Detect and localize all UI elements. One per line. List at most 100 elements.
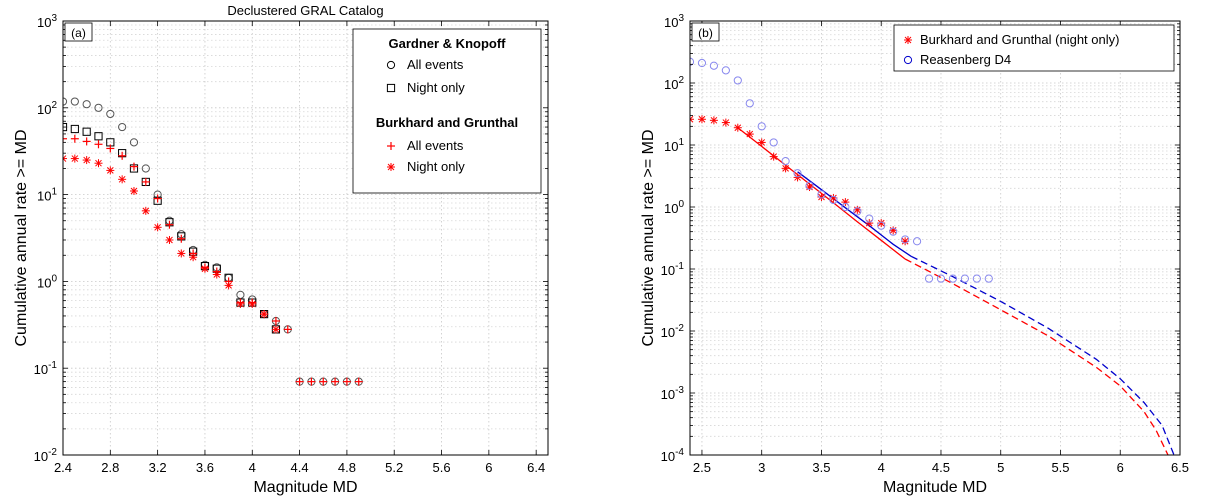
series-0-point — [129, 138, 139, 147]
series-3-point — [224, 281, 233, 290]
legend-marker — [387, 163, 395, 171]
series-0-point — [781, 164, 790, 173]
y-tick-label-exponent: -4 — [675, 447, 684, 458]
y-tick-label-base: 10 — [661, 449, 675, 464]
series-3-point — [177, 249, 186, 258]
series-2-point — [118, 151, 127, 160]
series-0-point — [865, 219, 874, 228]
panel-label-box — [64, 22, 93, 42]
x-tick-label: 5.2 — [385, 460, 403, 475]
legend-entry-label: Night only — [407, 80, 465, 95]
series-2-point — [177, 234, 186, 243]
series-0-point — [118, 122, 127, 132]
series-1-point — [901, 235, 910, 244]
series-2-point — [319, 377, 328, 386]
series-0-point-d2 — [770, 153, 778, 160]
series-1-point — [829, 195, 838, 205]
series-1-point-shape — [94, 132, 103, 141]
x-tick-label: 3.6 — [196, 460, 214, 475]
panel-label-box — [691, 22, 720, 42]
legend: Burkhard and Grunthal (night only) Reasen… — [893, 24, 1175, 72]
series-0-point-shape — [106, 109, 115, 119]
legend-heading: Burkhard and Grunthal — [376, 115, 518, 130]
y-axis-label: Cumulative annual rate >= MD — [13, 130, 30, 347]
series-1-point — [769, 138, 778, 147]
series-3-point-d2 — [154, 223, 161, 231]
series-3-point — [94, 159, 103, 168]
series-3-point — [106, 166, 115, 175]
y-tick-label-exponent: 1 — [51, 187, 57, 198]
series-0-point-d2 — [865, 219, 873, 227]
series-1-point — [793, 169, 802, 178]
series-0-point — [733, 123, 742, 132]
series-1-point-shape — [817, 190, 826, 199]
series-0-point-d2 — [698, 115, 706, 123]
series-1-point-shape — [912, 237, 922, 246]
y-tick-label: 101 — [37, 187, 57, 204]
series-3-point — [129, 187, 138, 196]
legend-marker — [386, 60, 396, 70]
series-1-point-shape — [697, 58, 707, 68]
x-tick-label: 4 — [878, 460, 885, 475]
series-3-point — [271, 325, 280, 334]
series-0-point — [901, 237, 910, 246]
series-1-point-shape — [745, 99, 754, 108]
y-tick-label-base: 10 — [664, 201, 678, 216]
series-2-point — [129, 162, 138, 171]
series-1-point-shape — [841, 202, 850, 212]
y-tick-label-base: 10 — [37, 102, 51, 117]
series-3-point-d2 — [166, 236, 173, 244]
series-2-point — [307, 377, 316, 386]
panel-label: (b) — [691, 22, 720, 42]
series-1-point — [865, 214, 874, 223]
series-3-point — [118, 175, 127, 184]
series-2-point — [165, 220, 174, 229]
series-1-point — [960, 274, 969, 283]
series-1-point — [94, 132, 103, 141]
panel-a-anchor — [0, 0, 1, 1]
x-tick-label: 6 — [1117, 460, 1124, 475]
series-3-point-d2 — [201, 265, 209, 273]
legend-box — [352, 28, 542, 194]
series-0-point-d2 — [877, 219, 885, 227]
fit-line-1 — [797, 171, 912, 257]
x-tick-label: 6.4 — [527, 460, 545, 475]
series-0-point-d2 — [794, 174, 801, 181]
y-tick-label-exponent: 2 — [678, 75, 684, 86]
series-3-point — [70, 154, 79, 163]
series-1-point-shape — [781, 156, 790, 166]
axes-frame — [689, 20, 1181, 456]
series-1-point-shape — [972, 274, 981, 283]
y-tick-label-base: 10 — [34, 362, 48, 377]
series-1-point — [745, 99, 754, 108]
y-tick-label-base: 10 — [664, 77, 678, 92]
series-3-point-d2 — [272, 326, 280, 333]
series-0-point — [769, 152, 778, 161]
series-2-point — [354, 377, 363, 386]
x-tick-label: 4.4 — [291, 460, 309, 475]
series-0-point — [690, 115, 694, 124]
series-3-point — [200, 264, 209, 273]
y-tick-label-exponent: 3 — [51, 13, 57, 24]
x-tick-label: 4.8 — [338, 460, 356, 475]
series-3 — [63, 154, 280, 334]
y-tick-label-exponent: 2 — [51, 100, 57, 111]
series-1-point-shape — [793, 169, 802, 178]
series-2-point — [342, 377, 351, 386]
series-0-point — [236, 290, 245, 299]
series-2-point — [153, 194, 162, 203]
series-0-point-shape — [94, 103, 103, 112]
panel-label-text: (b) — [698, 26, 713, 40]
y-tick-label: 10-3 — [661, 385, 685, 402]
legend-marker-shape — [386, 83, 396, 93]
series-1-point — [912, 237, 922, 246]
series-1-point — [924, 274, 934, 283]
y-tick-label: 10-1 — [661, 261, 685, 278]
panel-b-anchor — [0, 0, 1, 1]
panel-label: (a) — [64, 22, 93, 42]
series-1-point — [972, 274, 981, 283]
x-tick-label: 5 — [997, 460, 1004, 475]
series-3-point — [141, 206, 150, 215]
x-tick-label: 3.5 — [812, 460, 830, 475]
series-2-point — [82, 137, 91, 146]
